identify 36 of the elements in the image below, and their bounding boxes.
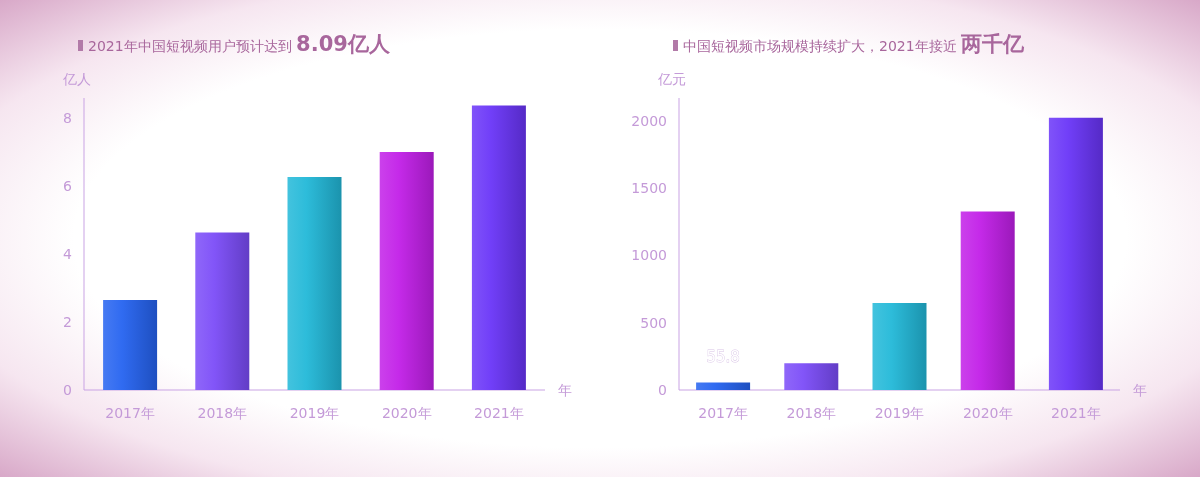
x-axis-title: 年	[558, 382, 572, 398]
y-tick-label: 0	[658, 382, 667, 398]
bar	[471, 105, 526, 390]
bar	[195, 232, 250, 390]
y-axis-title: 亿人	[62, 71, 91, 87]
x-tick-label: 2018年	[786, 405, 837, 421]
y-tick-label: 2	[63, 314, 72, 331]
y-axis-title: 亿元	[657, 71, 686, 87]
bar	[872, 302, 927, 390]
y-tick-label: 2000	[631, 112, 667, 129]
bar	[1048, 117, 1103, 390]
y-tick-label: 4	[63, 246, 73, 263]
x-axis-title: 年	[1133, 382, 1147, 398]
y-tick-label: 0	[63, 382, 72, 398]
y-tick-label: 1000	[631, 247, 667, 264]
x-tick-label: 2020年	[962, 405, 1013, 421]
bar	[287, 177, 342, 390]
chart-title: 2021年中国短视频用户预计达到 8.09亿人	[88, 32, 391, 56]
x-tick-label: 2017年	[105, 405, 155, 421]
y-tick-label: 6	[63, 178, 73, 195]
x-tick-label: 2021年	[1051, 405, 1101, 421]
x-tick-label: 2020年	[381, 405, 432, 421]
x-tick-label: 2019年	[289, 405, 340, 421]
bar	[696, 382, 751, 390]
x-tick-label: 2021年	[474, 405, 524, 421]
bar	[960, 211, 1015, 390]
y-tick-label: 500	[640, 314, 667, 331]
y-tick-label: 1500	[631, 180, 667, 197]
chart-title: 中国短视频市场规模持续扩大，2021年接近 两千亿	[683, 32, 1026, 56]
x-tick-label: 2018年	[197, 405, 248, 421]
x-tick-label: 2019年	[874, 405, 925, 421]
x-tick-label: 2017年	[698, 405, 748, 421]
bar	[103, 300, 158, 390]
y-tick-label: 8	[63, 110, 72, 127]
bar	[379, 151, 434, 390]
bar	[784, 363, 839, 390]
